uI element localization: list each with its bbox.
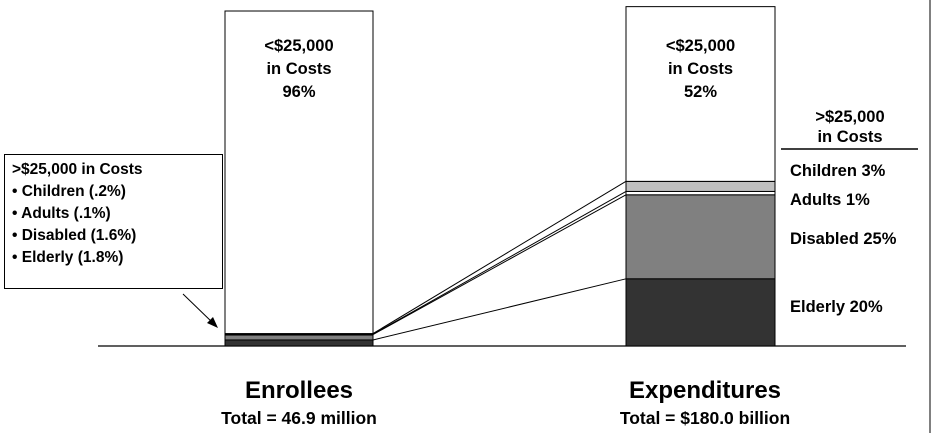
right-header-line-1: in Costs	[817, 128, 882, 146]
right-label-2: Disabled 25%	[790, 230, 897, 248]
callout-item-elderly: • Elderly (1.8%)	[12, 249, 124, 266]
bar-top-label-expenditures-0: <$25,000	[666, 37, 735, 55]
bar-top-label-enrollees-0: <$25,000	[264, 37, 333, 55]
connector-line-elderly	[372, 278, 627, 341]
right-label-3: Elderly 20%	[790, 298, 883, 316]
callout-arrow-head	[207, 317, 218, 328]
high-cost-enrollees-callout: >$25,000 in Costs • Children (.2%) • Adu…	[4, 154, 223, 289]
right-label-0: Children 3%	[790, 162, 886, 180]
right-header-line-0: >$25,000	[815, 108, 884, 126]
bar-top-label-expenditures-1: in Costs	[668, 60, 733, 78]
callout-arrow-line	[182, 293, 215, 325]
bar-top-label-expenditures-2: 52%	[684, 83, 717, 101]
callout-item-disabled: • Disabled (1.6%)	[12, 227, 137, 244]
total-label-expenditures: Total = $180.0 billion	[620, 408, 790, 428]
bar-segment-expenditures-elderly	[625, 278, 776, 347]
bar-segment-expenditures-adults	[625, 190, 776, 196]
connector-line-adults	[372, 191, 627, 335]
bar-segment-enrollees-25-000-in-costs	[224, 10, 374, 335]
bar-top-label-enrollees-1: in Costs	[266, 60, 331, 78]
bar-segment-expenditures-25-000-in-costs	[625, 6, 776, 182]
connector-line-disabled	[372, 194, 627, 336]
bar-segment-expenditures-children	[625, 180, 776, 192]
total-label-enrollees: Total = 46.9 million	[221, 408, 377, 428]
category-label-expenditures: Expenditures	[629, 377, 781, 404]
category-label-enrollees: Enrollees	[245, 377, 353, 404]
bar-segment-enrollees-elderly	[224, 339, 374, 347]
connector-line-children	[372, 180, 627, 334]
callout-title: >$25,000 in Costs	[12, 161, 143, 178]
bar-top-label-enrollees-2: 96%	[282, 83, 315, 101]
bar-segment-expenditures-disabled	[625, 194, 776, 280]
callout-item-adults: • Adults (.1%)	[12, 205, 111, 222]
callout-item-children: • Children (.2%)	[12, 183, 126, 200]
right-label-1: Adults 1%	[790, 191, 870, 209]
